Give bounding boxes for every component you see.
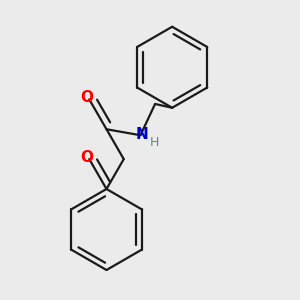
Text: O: O	[80, 150, 93, 165]
Text: H: H	[150, 136, 160, 149]
Text: N: N	[136, 127, 148, 142]
Text: O: O	[80, 90, 93, 105]
